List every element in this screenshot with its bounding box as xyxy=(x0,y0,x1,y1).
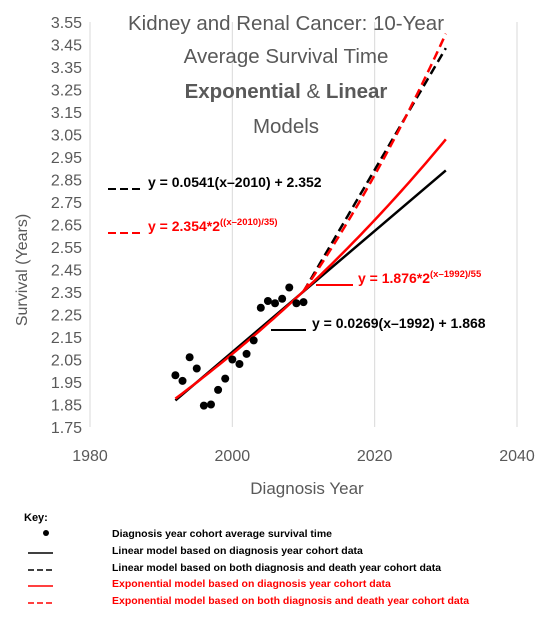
key-item-label: Linear model based on diagnosis year coh… xyxy=(112,545,363,557)
y-tick-label: 2.65 xyxy=(51,218,82,235)
y-tick-label: 3.05 xyxy=(51,128,82,145)
y-tick-label: 2.75 xyxy=(51,195,82,212)
data-point xyxy=(292,299,301,308)
key-symbol-solid xyxy=(28,552,53,554)
data-point xyxy=(192,364,201,373)
data-point xyxy=(214,385,223,394)
chart-subtitle-models: Models xyxy=(253,115,319,138)
y-tick-label: 1.95 xyxy=(51,375,82,392)
x-axis-label: Diagnosis Year xyxy=(250,479,364,498)
y-tick-label: 3.35 xyxy=(51,60,82,77)
equation-base: y = 2.354*2 xyxy=(148,218,220,234)
equation-base: y = 0.0269(x–1992) + 1.868 xyxy=(312,315,486,331)
axis-layer: 1980 2000 2020 2040 1.75 1.85 1.95 2.05 2.15 2.25… xyxy=(51,15,535,465)
data-point xyxy=(256,303,265,312)
series-line-1 xyxy=(302,47,447,293)
key-item: Exponential model based on diagnosis yea… xyxy=(14,577,544,591)
key-legend: Key: Diagnosis year cohort average survi… xyxy=(14,508,544,628)
data-point xyxy=(199,401,208,410)
key-item: Exponential model based on both diagnosi… xyxy=(14,594,544,608)
data-point xyxy=(221,374,230,383)
equation-exponent: ((x–2010)/35) xyxy=(220,217,278,228)
equation-label: y = 1.876*2(x–1992)/55 xyxy=(358,269,482,286)
key-item-label: Linear model based on both diagnosis and… xyxy=(112,562,442,574)
x-tick-label: 2000 xyxy=(215,448,251,465)
y-axis-label: Survival (Years) xyxy=(14,214,31,326)
subtitle-amp: & xyxy=(301,80,326,103)
key-item: Linear model based on both diagnosis and… xyxy=(14,561,544,575)
data-point xyxy=(263,297,272,305)
key-symbol-solid xyxy=(28,585,53,587)
key-item: Diagnosis year cohort average survival t… xyxy=(14,527,544,541)
y-tick-label: 2.05 xyxy=(51,353,82,370)
y-tick-label: 2.55 xyxy=(51,240,82,257)
series-line-3 xyxy=(302,33,447,292)
y-tick-label: 2.15 xyxy=(51,330,82,347)
subtitle-exponential: Exponential xyxy=(185,80,301,103)
y-tick-label: 2.45 xyxy=(51,263,82,280)
x-tick-label: 2040 xyxy=(499,448,535,465)
points-layer xyxy=(171,283,308,410)
data-point xyxy=(271,299,280,308)
y-tick-label: 1.85 xyxy=(51,398,82,415)
key-symbol-dash xyxy=(28,569,53,571)
data-point xyxy=(185,353,194,362)
y-tick-label: 3.45 xyxy=(51,38,82,55)
equation-label: y = 0.0541(x–2010) + 2.352 xyxy=(148,174,322,190)
key-item-label: Exponential model based on diagnosis yea… xyxy=(112,578,391,590)
data-point xyxy=(235,360,244,368)
chart: 1980 2000 2020 2040 1.75 1.85 1.95 2.05 2.15 2.25… xyxy=(14,12,535,498)
key-title: Key: xyxy=(24,512,48,524)
data-point xyxy=(242,349,251,358)
x-tick-label: 2020 xyxy=(357,448,393,465)
key-item-label: Exponential model based on both diagnosi… xyxy=(112,595,470,607)
equation-exponent: (x–1992)/55 xyxy=(430,269,482,280)
y-tick-label: 3.55 xyxy=(51,15,82,32)
x-tick-label: 1980 xyxy=(72,448,108,465)
chart-subtitle: Exponential & Linear xyxy=(185,80,388,103)
y-tick-label: 2.85 xyxy=(51,173,82,190)
y-tick-label: 2.25 xyxy=(51,308,82,325)
y-tick-label: 2.35 xyxy=(51,285,82,302)
data-point xyxy=(178,376,187,385)
annotation-layer: y = 0.0541(x–2010) + 2.352 y = 2.354*2((x… xyxy=(108,174,486,331)
y-tick-label: 2.95 xyxy=(51,150,82,167)
series-line-2 xyxy=(174,138,447,400)
series-layer xyxy=(174,33,447,402)
y-tick-label: 1.75 xyxy=(51,420,82,437)
data-point xyxy=(228,355,237,364)
key-symbol-dash xyxy=(28,602,53,604)
data-point xyxy=(206,400,215,409)
key-symbol-dot xyxy=(43,530,49,536)
y-tick-label: 3.15 xyxy=(51,105,82,122)
data-point xyxy=(285,283,294,292)
key-item-label: Diagnosis year cohort average survival t… xyxy=(112,528,333,540)
data-point xyxy=(249,336,258,345)
equation-label: y = 2.354*2((x–2010)/35) xyxy=(148,217,278,234)
data-point xyxy=(171,371,180,380)
subtitle-linear: Linear xyxy=(326,80,388,103)
chart-title-line-2: Average Survival Time xyxy=(184,45,389,68)
equation-base: y = 0.0541(x–2010) + 2.352 xyxy=(148,174,322,190)
y-tick-label: 3.25 xyxy=(51,83,82,100)
chart-title-line-1: Kidney and Renal Cancer: 10-Year xyxy=(128,12,444,35)
data-point xyxy=(278,294,287,303)
key-item: Linear model based on diagnosis year coh… xyxy=(14,544,544,558)
data-point xyxy=(299,298,308,307)
equation-base: y = 1.876*2 xyxy=(358,270,430,286)
equation-label: y = 0.0269(x–1992) + 1.868 xyxy=(312,315,486,331)
